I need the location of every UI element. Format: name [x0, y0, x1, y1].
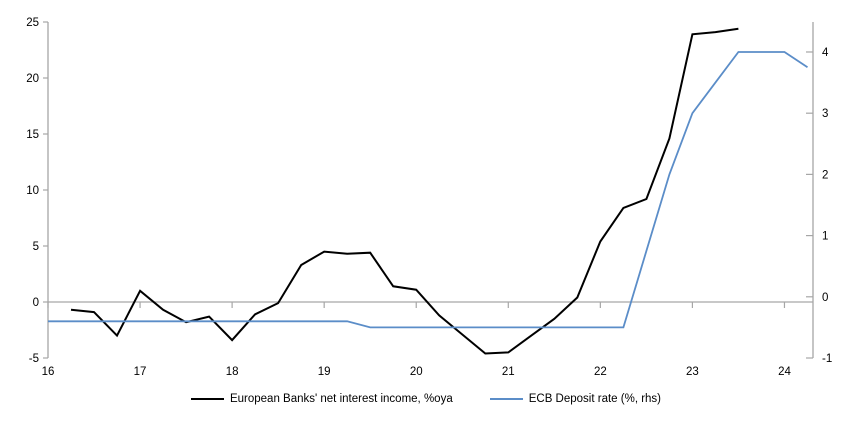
x-tick-label: 22	[594, 366, 607, 378]
left-tick-label: 5	[33, 241, 39, 253]
right-tick-label: -1	[822, 353, 832, 365]
left-tick-label: 0	[33, 297, 39, 309]
right-tick-label: 1	[822, 231, 828, 243]
nii-line	[70, 27, 739, 355]
legend-item-ecb: ECB Deposit rate (%, rhs)	[489, 393, 662, 405]
x-tick-label: 20	[410, 366, 423, 378]
left-tick-label: -5	[29, 353, 39, 365]
right-tick-label: 2	[822, 169, 828, 181]
x-tick-label: 21	[502, 366, 515, 378]
left-tick-label: 15	[26, 129, 39, 141]
right-tick-label: 4	[822, 47, 829, 59]
left-tick-label: 25	[26, 17, 39, 29]
x-tick-label: 16	[42, 366, 55, 378]
ecb-legend-label: ECB Deposit rate (%, rhs)	[528, 393, 662, 405]
left-tick-label: 10	[26, 185, 39, 197]
legend-item-nii: European Banks' net interest income, %oy…	[190, 393, 453, 405]
x-tick-label: 17	[134, 366, 147, 378]
nii-legend-label: European Banks' net interest income, %oy…	[229, 393, 453, 405]
ecb-deposit-rate-line	[48, 51, 808, 329]
left-tick-label: 20	[26, 73, 39, 85]
x-tick-label: 19	[318, 366, 331, 378]
x-tick-label: 24	[778, 366, 791, 378]
legend: European Banks' net interest income, %oy…	[0, 393, 852, 405]
right-tick-label: 0	[822, 292, 828, 304]
right-tick-label: 3	[822, 108, 828, 120]
x-tick-label: 23	[686, 366, 699, 378]
x-tick-label: 18	[226, 366, 239, 378]
nii-line-swatch	[190, 398, 224, 400]
ecb-line-swatch	[489, 398, 523, 400]
